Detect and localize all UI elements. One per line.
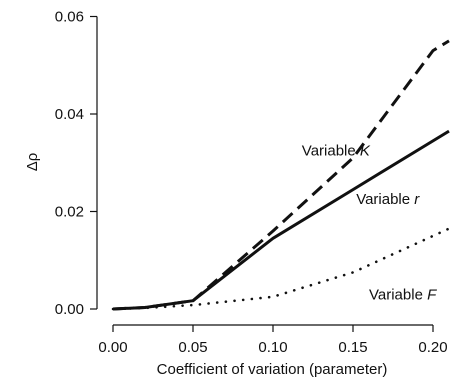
- y-axis-label: Δρ: [24, 153, 41, 172]
- x-tick-label: 0.15: [338, 339, 367, 356]
- series-annotation: Variable F: [369, 286, 437, 303]
- x-tick-label: 0.05: [178, 339, 207, 356]
- series-layer: [111, 39, 451, 311]
- annotation-layer: Variable K Variable r Variable F: [302, 142, 437, 303]
- x-axis-label: Coefficient of variation (parameter): [157, 361, 388, 377]
- x-tick-label: 0.10: [258, 339, 287, 356]
- x-tick-label: 0.00: [98, 339, 127, 356]
- series-annotation: Variable r: [356, 191, 420, 208]
- y-tick-label: 0.00: [55, 301, 84, 318]
- y-tick-label: 0.04: [55, 106, 84, 123]
- x-axis: 0.00 0.05 0.10 0.15 0.20: [98, 324, 448, 356]
- y-axis: 0.00 0.02 0.04 0.06: [55, 9, 98, 318]
- x-tick-label: 0.20: [418, 339, 447, 356]
- series-line-solid: [112, 129, 450, 311]
- series-line-dashed: [112, 39, 450, 311]
- y-tick-label: 0.02: [55, 204, 84, 221]
- y-tick-label: 0.06: [55, 9, 84, 26]
- series-line-dotted: [111, 227, 451, 311]
- series-annotation: Variable K: [302, 142, 371, 159]
